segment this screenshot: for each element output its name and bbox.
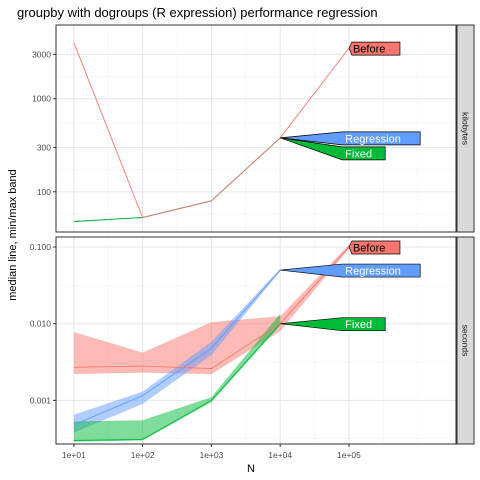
y-tick-label: 3000 bbox=[32, 49, 51, 59]
direct-label-box bbox=[280, 137, 386, 161]
y-tick-label: 300 bbox=[37, 142, 51, 152]
line-before bbox=[73, 246, 350, 370]
y-tick-label: 100 bbox=[37, 187, 51, 197]
direct-label-box bbox=[348, 41, 401, 56]
direct-label-fixed: Fixed bbox=[280, 317, 386, 332]
y-tick-label: 0.010 bbox=[30, 319, 52, 329]
x-tick-label: 1e+04 bbox=[268, 450, 292, 460]
facet-strip bbox=[456, 236, 475, 445]
direct-label-fixed: Fixed bbox=[280, 137, 386, 161]
band-fixed bbox=[73, 313, 281, 442]
direct-label-regression: Regression bbox=[280, 131, 421, 146]
direct-label-text: Before bbox=[353, 242, 385, 254]
y-tick-label: 0.100 bbox=[30, 242, 52, 252]
x-axis-label: N bbox=[247, 463, 255, 475]
direct-label-box bbox=[280, 263, 421, 278]
direct-label-before: Before bbox=[348, 41, 401, 56]
panel-border bbox=[55, 236, 457, 445]
panel-border bbox=[55, 24, 457, 233]
direct-label-box bbox=[348, 240, 401, 255]
chart-panels: Before Regression Fixed 100 300 1000 3000 kilob… bbox=[30, 24, 475, 460]
chart-title: groupby with dogroups (R expression) per… bbox=[17, 5, 378, 20]
facet-strip-label: kilobytes bbox=[461, 112, 471, 145]
direct-label-text: Fixed bbox=[345, 319, 372, 331]
direct-label-box bbox=[280, 131, 421, 146]
direct-label-text: Regression bbox=[345, 133, 401, 145]
x-tick-label: 1e+01 bbox=[62, 450, 86, 460]
y-tick-label: 1000 bbox=[32, 94, 51, 104]
direct-label-regression: Regression bbox=[280, 263, 421, 278]
line-regression bbox=[73, 269, 281, 426]
x-tick-label: 1e+02 bbox=[131, 450, 155, 460]
panel-kilobytes: Before Regression Fixed 100 300 1000 3000 kilob… bbox=[32, 24, 475, 233]
line-fixed bbox=[73, 323, 281, 441]
x-tick-label: 1e+03 bbox=[199, 450, 223, 460]
facet-strip bbox=[456, 24, 475, 233]
panel-seconds: Before Regression Fixed 0.001 0.010 0.100 seco… bbox=[30, 236, 475, 460]
direct-label-before: Before bbox=[348, 240, 401, 255]
direct-label-text: Fixed bbox=[345, 148, 372, 160]
x-tick-label: 1e+05 bbox=[337, 450, 361, 460]
facet-strip-label: seconds bbox=[461, 325, 471, 357]
y-tick-label: 0.001 bbox=[30, 395, 52, 405]
direct-label-text: Before bbox=[353, 44, 385, 56]
direct-label-text: Regression bbox=[345, 266, 401, 278]
panel-background bbox=[56, 25, 456, 232]
y-axis-label: median line, min/max band bbox=[7, 169, 19, 300]
line-before bbox=[73, 42, 350, 219]
direct-label-box bbox=[280, 317, 386, 332]
